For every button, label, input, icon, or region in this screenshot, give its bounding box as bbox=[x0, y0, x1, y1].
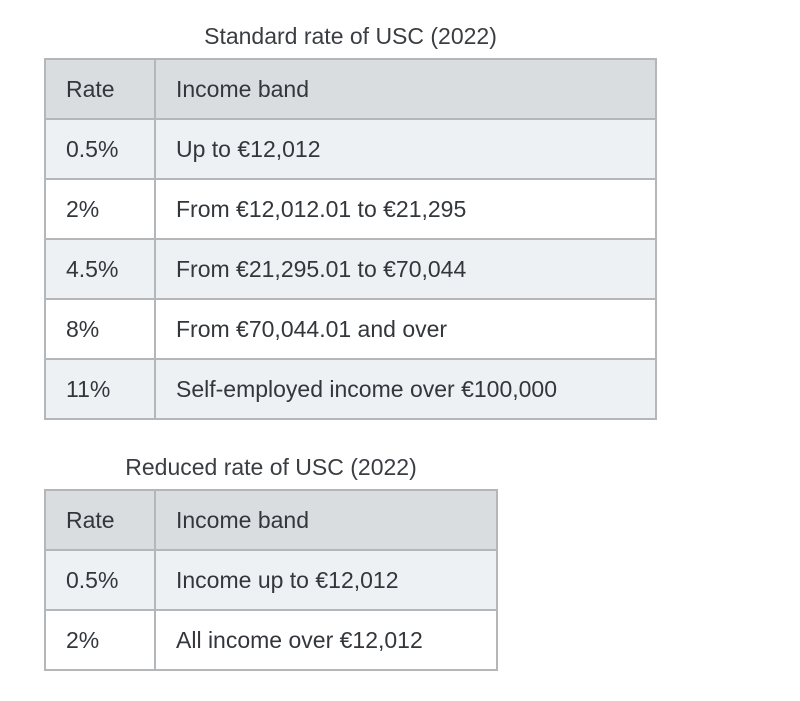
standard-usc-table-title: Standard rate of USC (2022) bbox=[204, 23, 497, 49]
reduced-usc-table-title: Reduced rate of USC (2022) bbox=[125, 454, 417, 480]
rate-cell: 0.5% bbox=[44, 118, 156, 180]
income-band-cell: From €12,012.01 to €21,295 bbox=[154, 178, 657, 240]
rate-cell: 4.5% bbox=[44, 238, 156, 300]
table-row: 8% From €70,044.01 and over bbox=[44, 298, 657, 360]
table-row: 11% Self-employed income over €100,000 bbox=[44, 358, 657, 420]
table-row: 2% All income over €12,012 bbox=[44, 609, 498, 671]
income-band-cell: Up to €12,012 bbox=[154, 118, 657, 180]
reduced-usc-section: Reduced rate of USC (2022) Rate Income b… bbox=[44, 453, 498, 671]
income-band-cell: From €21,295.01 to €70,044 bbox=[154, 238, 657, 300]
table-row: 4.5% From €21,295.01 to €70,044 bbox=[44, 238, 657, 300]
rate-cell: 8% bbox=[44, 298, 156, 360]
rate-cell: 0.5% bbox=[44, 549, 156, 611]
table-header-row: Rate Income band bbox=[44, 58, 657, 120]
reduced-usc-table: Rate Income band 0.5% Income up to €12,0… bbox=[44, 489, 498, 671]
income-band-cell: Income up to €12,012 bbox=[154, 549, 498, 611]
column-header-income-band: Income band bbox=[154, 489, 498, 551]
rate-cell: 11% bbox=[44, 358, 156, 420]
table-row: 0.5% Up to €12,012 bbox=[44, 118, 657, 180]
rate-cell: 2% bbox=[44, 609, 156, 671]
income-band-cell: From €70,044.01 and over bbox=[154, 298, 657, 360]
income-band-cell: All income over €12,012 bbox=[154, 609, 498, 671]
standard-usc-table: Rate Income band 0.5% Up to €12,012 2% F… bbox=[44, 58, 657, 420]
standard-usc-section: Standard rate of USC (2022) Rate Income … bbox=[44, 22, 657, 420]
column-header-rate: Rate bbox=[44, 58, 156, 120]
column-header-rate: Rate bbox=[44, 489, 156, 551]
table-header-row: Rate Income band bbox=[44, 489, 498, 551]
rate-cell: 2% bbox=[44, 178, 156, 240]
column-header-income-band: Income band bbox=[154, 58, 657, 120]
table-row: 2% From €12,012.01 to €21,295 bbox=[44, 178, 657, 240]
income-band-cell: Self-employed income over €100,000 bbox=[154, 358, 657, 420]
table-row: 0.5% Income up to €12,012 bbox=[44, 549, 498, 611]
